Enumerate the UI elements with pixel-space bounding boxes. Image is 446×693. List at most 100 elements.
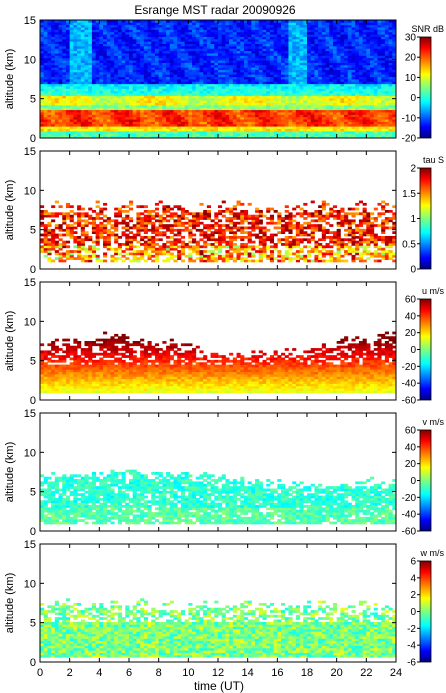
heatmap-cell — [310, 100, 315, 103]
heatmap-cell — [240, 27, 245, 30]
heatmap-cell — [392, 55, 397, 59]
heatmap-cell — [332, 126, 338, 129]
heatmap-cell — [51, 126, 56, 129]
heatmap-cell — [381, 34, 386, 37]
heatmap-cell — [110, 50, 115, 54]
heatmap-cell — [370, 36, 375, 40]
heatmap-cell — [88, 57, 93, 61]
heatmap-cell — [95, 88, 100, 92]
heatmap-cell — [258, 62, 263, 66]
heatmap-cell — [214, 55, 219, 59]
heatmap-cell — [288, 126, 293, 129]
heatmap-cell — [77, 102, 82, 106]
heatmap-cell — [129, 50, 134, 54]
heatmap-cell — [65, 214, 71, 218]
heatmap-cell — [180, 55, 186, 59]
heatmap-cell — [77, 20, 82, 23]
heatmap-cell — [240, 88, 245, 92]
heatmap-cell — [69, 109, 74, 113]
heatmap-cell — [162, 83, 167, 87]
heatmap-cell — [358, 97, 364, 101]
heatmap-cell — [255, 130, 260, 134]
heatmap-cell — [69, 27, 74, 30]
heatmap-cell — [321, 57, 326, 61]
heatmap-cell — [58, 112, 63, 115]
heatmap-cell — [299, 126, 304, 129]
heatmap-cell — [221, 27, 226, 30]
heatmap-cell — [206, 53, 211, 56]
heatmap-cell — [247, 34, 252, 37]
heatmap-cell — [40, 121, 45, 125]
heatmap-cell — [310, 74, 315, 78]
heatmap-cell — [77, 22, 82, 26]
heatmap-cell — [344, 116, 349, 120]
heatmap-cell — [288, 81, 293, 85]
heatmap-cell — [281, 76, 286, 80]
heatmap-cell — [303, 79, 308, 82]
heatmap-cell — [95, 116, 100, 120]
heatmap-cell — [373, 29, 378, 33]
heatmap-cell — [225, 97, 230, 101]
heatmap-cell — [232, 53, 237, 56]
heatmap-cell — [125, 116, 130, 120]
heatmap-cell — [103, 53, 108, 56]
heatmap-cell — [325, 109, 330, 113]
heatmap-cell — [154, 36, 160, 40]
heatmap-cell — [377, 64, 382, 68]
heatmap-cell — [192, 67, 197, 70]
heatmap-cell — [381, 53, 386, 56]
heatmap-cell — [47, 109, 52, 113]
heatmap-cell — [347, 102, 352, 106]
heatmap-cell — [266, 22, 271, 26]
heatmap-cell — [151, 130, 156, 134]
heatmap-cell — [370, 83, 375, 87]
heatmap-cell — [232, 24, 237, 28]
heatmap-cell — [125, 119, 130, 122]
heatmap-cell — [214, 48, 219, 52]
heatmap-cell — [347, 109, 352, 113]
heatmap-cell — [106, 116, 111, 120]
heatmap-cell — [195, 95, 200, 99]
heatmap-cell — [251, 104, 256, 108]
heatmap-cell — [281, 60, 286, 63]
heatmap-cell — [281, 130, 286, 134]
heatmap-cell — [65, 228, 71, 232]
heatmap-cell — [381, 123, 386, 127]
heatmap-cell — [273, 24, 278, 28]
heatmap-cell — [221, 74, 226, 78]
heatmap-cell — [51, 53, 56, 56]
heatmap-cell — [106, 53, 111, 56]
heatmap-cell — [84, 36, 89, 40]
heatmap-cell — [151, 57, 156, 61]
heatmap-cell — [154, 104, 160, 108]
heatmap-cell — [240, 97, 245, 101]
heatmap-cell — [381, 50, 386, 54]
heatmap-cell — [84, 79, 89, 82]
heatmap-cell — [325, 48, 330, 52]
heatmap-cell — [40, 36, 45, 40]
heatmap-cell — [266, 45, 271, 49]
heatmap-cell — [95, 69, 100, 73]
heatmap-cell — [266, 64, 271, 68]
heatmap-cell — [273, 135, 278, 139]
heatmap-cell — [325, 45, 330, 49]
heatmap-cell — [173, 29, 178, 33]
heatmap-cell — [214, 107, 219, 111]
heatmap-cell — [158, 38, 163, 42]
heatmap-cell — [243, 74, 249, 78]
heatmap-cell — [321, 27, 326, 30]
heatmap-cell — [206, 95, 211, 99]
heatmap-cell — [62, 34, 67, 37]
heatmap-cell — [236, 29, 241, 33]
heatmap-cell — [295, 74, 300, 78]
heatmap-cell — [184, 79, 189, 82]
heatmap-cell — [307, 60, 312, 63]
heatmap-cell — [332, 24, 338, 28]
heatmap-cell — [258, 20, 263, 23]
heatmap-cell — [40, 74, 45, 78]
heatmap-cell — [206, 102, 211, 106]
heatmap-cell — [147, 83, 152, 87]
heatmap-cell — [88, 55, 93, 59]
heatmap-cell — [114, 112, 119, 115]
heatmap-cell — [106, 104, 111, 108]
